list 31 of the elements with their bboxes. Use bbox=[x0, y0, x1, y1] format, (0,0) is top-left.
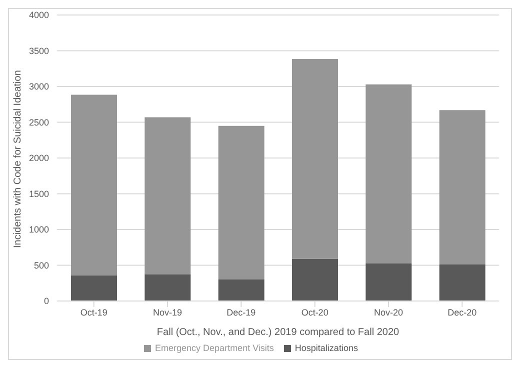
bar bbox=[439, 264, 486, 301]
x-tick-label: Oct-20 bbox=[301, 307, 328, 318]
y-tick-label: 2000 bbox=[28, 153, 49, 164]
bar bbox=[71, 275, 117, 301]
x-axis-title: Fall (Oct., Nov., and Dec.) 2019 compared to Fall 2020 bbox=[156, 327, 400, 338]
x-tick-label: Nov-19 bbox=[152, 307, 182, 318]
bar bbox=[218, 126, 264, 280]
y-tick-label: 4000 bbox=[28, 10, 49, 20]
y-tick-label: 3000 bbox=[28, 82, 49, 92]
bar bbox=[144, 274, 191, 301]
bar bbox=[218, 280, 264, 301]
y-axis-title: Incidents with Code for Suicidal Ideation bbox=[12, 70, 24, 248]
x-tick-label: Oct-19 bbox=[80, 307, 108, 318]
bar bbox=[366, 84, 412, 264]
y-tick-label: 1500 bbox=[28, 188, 49, 199]
bar bbox=[366, 263, 412, 301]
bar bbox=[71, 94, 117, 276]
y-tick-label: 2500 bbox=[28, 117, 49, 128]
bar bbox=[144, 117, 191, 275]
x-tick-label: Dec-19 bbox=[226, 307, 256, 318]
bar bbox=[292, 58, 338, 259]
legend-label: Emergency Department Visits bbox=[155, 343, 274, 353]
y-tick-label: 500 bbox=[34, 260, 49, 270]
legend-label: Hospitalizations bbox=[294, 343, 358, 353]
x-tick-label: Dec-20 bbox=[448, 307, 477, 318]
bar bbox=[439, 110, 486, 265]
x-tick-label: Nov-20 bbox=[374, 307, 404, 318]
y-tick-label: 3500 bbox=[28, 46, 49, 56]
y-tick-label: 0 bbox=[44, 296, 49, 306]
bar bbox=[292, 258, 338, 301]
y-tick-label: 1000 bbox=[28, 224, 49, 235]
